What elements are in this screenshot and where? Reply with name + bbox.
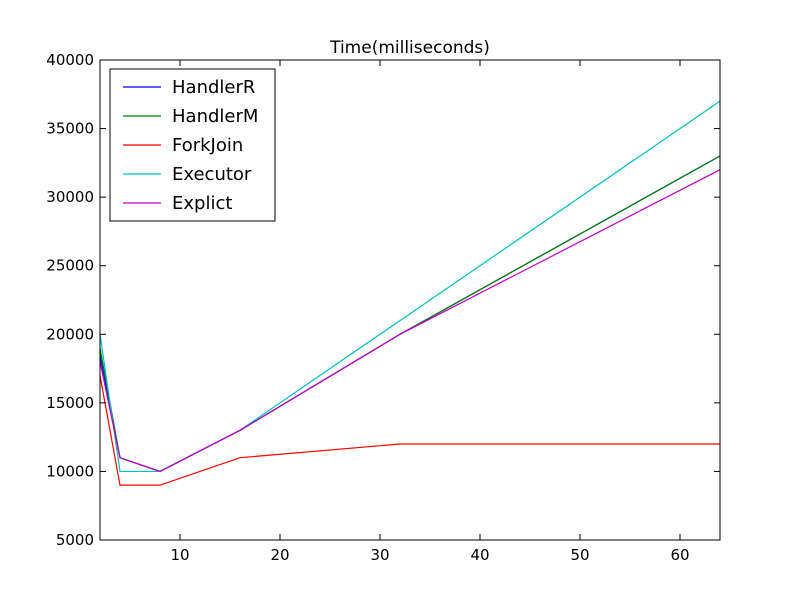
y-tick-label: 30000 — [46, 188, 94, 206]
x-tick-label: 10 — [170, 546, 189, 564]
y-tick-label: 15000 — [46, 394, 94, 412]
legend: HandlerR HandlerM ForkJoin Executor Explict — [109, 68, 276, 222]
x-tick-label: 50 — [570, 546, 589, 564]
plot-layer — [99, 100, 721, 486]
legend-label-forkjoin: ForkJoin — [172, 135, 243, 156]
legend-label-executor: Executor — [172, 164, 252, 185]
legend-label-explict: Explict — [172, 193, 232, 214]
y-tick-label: 5000 — [56, 531, 94, 549]
legend-label-handlerr: HandlerR — [172, 77, 255, 98]
y-tick-label: 10000 — [46, 462, 94, 480]
x-tick-label: 40 — [470, 546, 489, 564]
y-tick-label: 40000 — [46, 51, 94, 69]
x-tick-label: 60 — [670, 546, 689, 564]
x-tick-label: 30 — [370, 546, 389, 564]
y-tick-label: 25000 — [46, 257, 94, 275]
series-line-forkjoin — [99, 375, 720, 486]
plot-frame — [99, 59, 721, 541]
chart-title: Time(milliseconds) — [329, 38, 490, 58]
legend-label-handlerm: HandlerM — [172, 106, 258, 127]
y-tick-label: 35000 — [46, 120, 94, 138]
axis-layer: 10 20 30 40 50 60 5000 10000 15000 20000 25000 3000… — [46, 51, 721, 564]
series-line-explict — [99, 169, 721, 473]
x-tick-label: 20 — [270, 546, 289, 564]
y-tick-label: 20000 — [46, 325, 94, 343]
